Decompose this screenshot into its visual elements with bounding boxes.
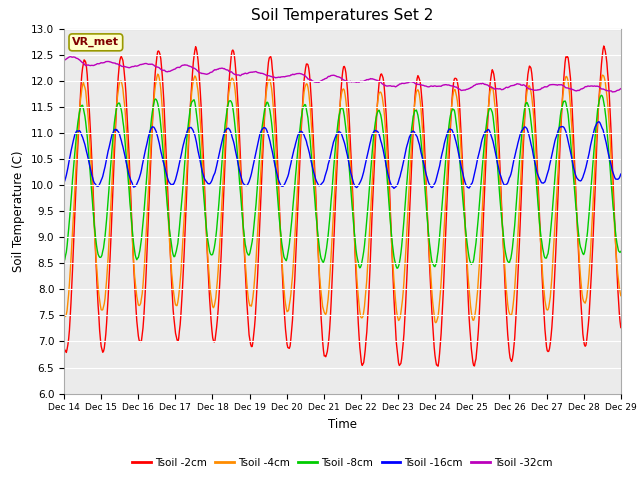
X-axis label: Time: Time xyxy=(328,418,357,431)
Title: Soil Temperatures Set 2: Soil Temperatures Set 2 xyxy=(252,9,433,24)
Legend: Tsoil -2cm, Tsoil -4cm, Tsoil -8cm, Tsoil -16cm, Tsoil -32cm: Tsoil -2cm, Tsoil -4cm, Tsoil -8cm, Tsoi… xyxy=(128,454,557,472)
Text: VR_met: VR_met xyxy=(72,37,119,48)
Y-axis label: Soil Temperature (C): Soil Temperature (C) xyxy=(12,150,26,272)
